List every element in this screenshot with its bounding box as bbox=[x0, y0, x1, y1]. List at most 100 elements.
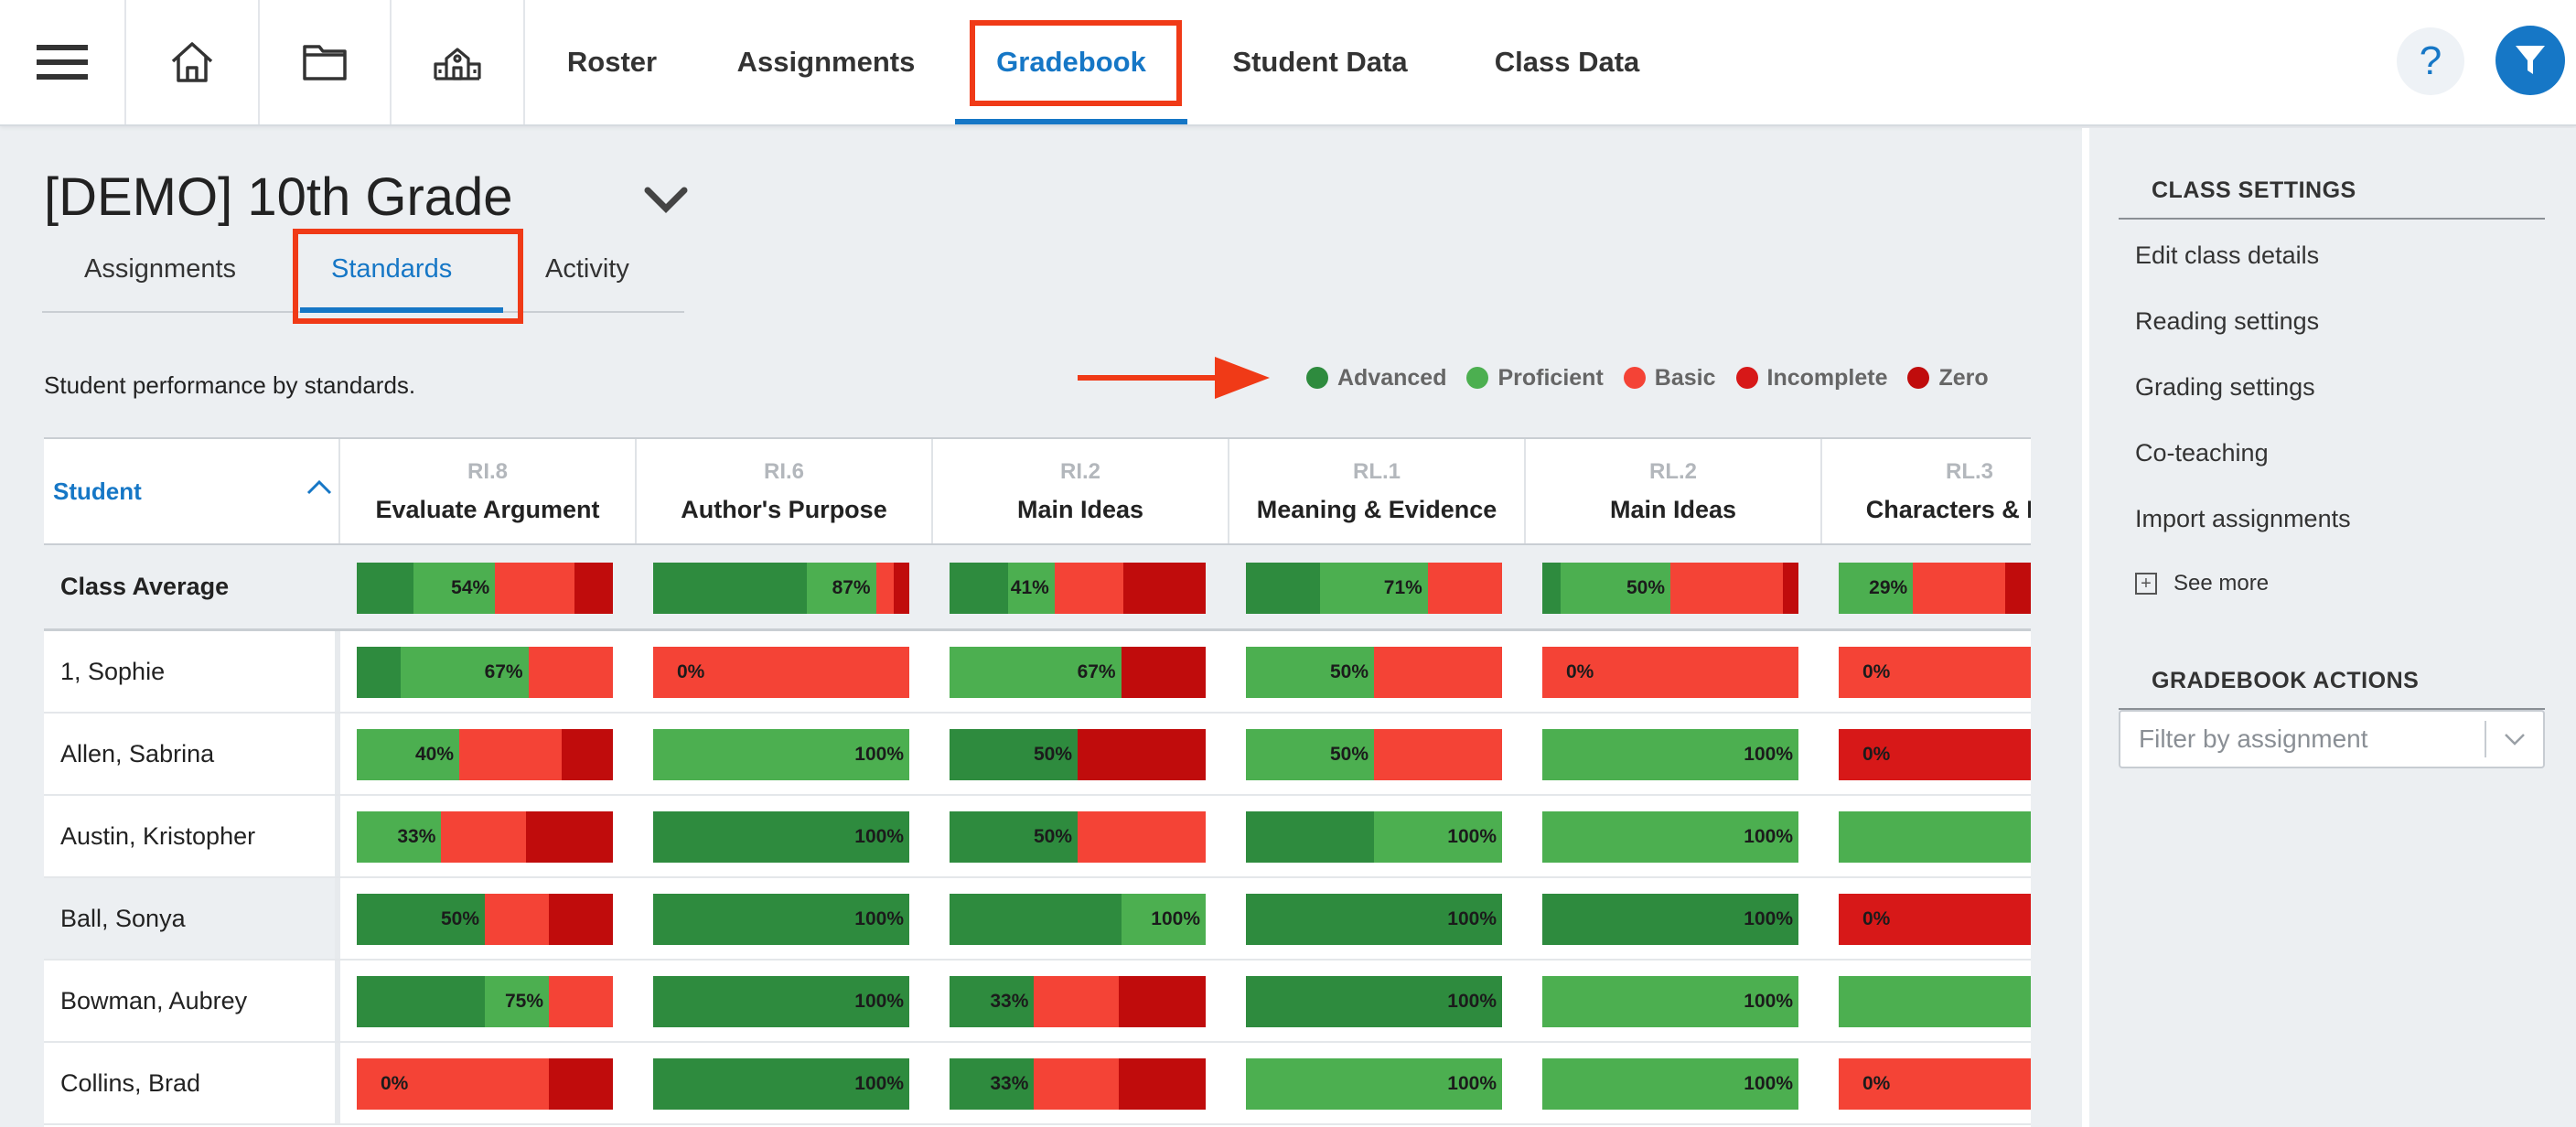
standard-score-bar[interactable]: 100% bbox=[653, 976, 909, 1027]
standard-score-bar[interactable]: 50% bbox=[950, 811, 1206, 863]
standard-score-bar[interactable]: 40% bbox=[357, 729, 613, 780]
co-teaching-link[interactable]: Co-teaching bbox=[2135, 439, 2269, 467]
standard-score-bar[interactable]: 100% bbox=[653, 1058, 909, 1110]
bar-segment-advanced bbox=[950, 729, 1078, 780]
standard-score-bar[interactable]: 29% bbox=[1839, 563, 2031, 614]
menu-button[interactable] bbox=[0, 0, 126, 124]
legend-dot-proficient bbox=[1466, 367, 1489, 389]
chevron-down-icon[interactable] bbox=[2486, 733, 2543, 746]
standard-column-header[interactable]: RL.3 Characters & Plot bbox=[1822, 439, 2031, 543]
standard-score-bar[interactable]: 50% bbox=[1246, 729, 1502, 780]
student-name[interactable]: 1, Sophie bbox=[44, 631, 335, 712]
standard-score-bar[interactable]: 41% bbox=[950, 563, 1206, 614]
bar-segment-advanced bbox=[950, 563, 1009, 614]
standard-score-bar[interactable]: 50% bbox=[950, 729, 1206, 780]
chevron-down-icon[interactable] bbox=[644, 187, 688, 214]
nav-assignments[interactable]: Assignments bbox=[736, 46, 916, 78]
standard-score-bar[interactable]: 33% bbox=[950, 976, 1206, 1027]
reading-settings-link[interactable]: Reading settings bbox=[2135, 307, 2320, 335]
standard-score-bar[interactable]: 33% bbox=[357, 811, 613, 863]
student-name[interactable]: Austin, Kristopher bbox=[44, 796, 335, 876]
see-more-button[interactable]: + See more bbox=[2135, 571, 2269, 596]
edit-class-details-link[interactable]: Edit class details bbox=[2135, 242, 2320, 269]
subtab-activity[interactable]: Activity bbox=[545, 254, 629, 284]
library-button[interactable] bbox=[260, 0, 392, 124]
standard-score-bar[interactable]: 100% bbox=[1542, 1058, 1798, 1110]
standard-score-bar[interactable]: 67% bbox=[357, 647, 613, 698]
standard-score-bar[interactable]: 33% bbox=[950, 1058, 1206, 1110]
class-settings-divider bbox=[2119, 218, 2545, 220]
standard-score-bar[interactable]: 75% bbox=[357, 976, 613, 1027]
filter-by-assignment-select[interactable]: Filter by assignment bbox=[2119, 710, 2545, 768]
import-assignments-link[interactable]: Import assignments bbox=[2135, 505, 2351, 532]
score-percent: 50% bbox=[1033, 744, 1072, 765]
standard-score-bar[interactable]: 50% bbox=[1542, 563, 1798, 614]
standard-score-bar[interactable]: 100% bbox=[653, 894, 909, 945]
subtab-assignments[interactable]: Assignments bbox=[84, 254, 237, 284]
standard-column-header[interactable]: RL.1 Meaning & Evidence bbox=[1229, 439, 1526, 543]
standard-score-bar[interactable] bbox=[1839, 976, 2031, 1027]
student-name[interactable]: Bowman, Aubrey bbox=[44, 961, 335, 1041]
bar-segment-advanced bbox=[1542, 563, 1561, 614]
standard-column-header[interactable]: RI.8 Evaluate Argument bbox=[340, 439, 637, 543]
standard-score-bar[interactable]: 50% bbox=[1246, 647, 1502, 698]
bar-segment-basic bbox=[1034, 1058, 1119, 1110]
standard-score-bar[interactable]: 0% bbox=[1839, 729, 2031, 780]
standard-score-bar[interactable]: 0% bbox=[653, 647, 909, 698]
standard-column-header[interactable]: RI.6 Author's Purpose bbox=[637, 439, 933, 543]
standard-score-bar[interactable]: 67% bbox=[950, 647, 1206, 698]
school-button[interactable] bbox=[392, 0, 525, 124]
standard-score-bar[interactable]: 100% bbox=[1542, 894, 1798, 945]
standard-score-bar[interactable]: 100% bbox=[1246, 1058, 1502, 1110]
row-divider bbox=[335, 961, 340, 1041]
nav-roster[interactable]: Roster bbox=[566, 46, 658, 78]
standard-score-bar[interactable]: 100% bbox=[1542, 976, 1798, 1027]
standard-score-bar[interactable]: 100% bbox=[1542, 811, 1798, 863]
standard-score-bar[interactable]: 0% bbox=[1839, 647, 2031, 698]
sort-ascending-icon[interactable] bbox=[306, 479, 333, 496]
standard-column-header[interactable]: RL.2 Main Ideas bbox=[1526, 439, 1822, 543]
standard-score-bar[interactable]: 0% bbox=[1542, 647, 1798, 698]
standard-score-bar[interactable]: 100% bbox=[1246, 811, 1502, 863]
standard-score-bar[interactable]: 100% bbox=[653, 811, 909, 863]
standard-score-bar[interactable]: 0% bbox=[1839, 1058, 2031, 1110]
score-percent: 100% bbox=[854, 826, 904, 847]
standard-score-bar[interactable]: 87% bbox=[653, 563, 909, 614]
nav-gradebook[interactable]: Gradebook bbox=[996, 46, 1146, 78]
score-percent: 100% bbox=[1447, 1073, 1497, 1094]
standard-score-bar[interactable]: 100% bbox=[653, 729, 909, 780]
standards-caption: Student performance by standards. bbox=[44, 371, 416, 399]
student-name[interactable]: Collins, Brad bbox=[44, 1043, 335, 1123]
student-name[interactable]: Ball, Sonya bbox=[44, 878, 335, 959]
bar-segment-basic bbox=[1839, 647, 2031, 698]
score-percent: 100% bbox=[1744, 826, 1793, 847]
filter-button[interactable] bbox=[2496, 26, 2565, 95]
student-name[interactable]: Allen, Sabrina bbox=[44, 714, 335, 794]
legend-label: Zero bbox=[1938, 364, 1989, 391]
standard-score-bar[interactable]: 50% bbox=[357, 894, 613, 945]
standard-score-bar[interactable]: 100% bbox=[1542, 729, 1798, 780]
standard-score-bar[interactable] bbox=[1839, 811, 2031, 863]
bar-segment-advanced bbox=[950, 894, 1122, 945]
standard-score-bar[interactable]: 100% bbox=[1246, 894, 1502, 945]
legend-item-incomplete: Incomplete bbox=[1735, 365, 1887, 392]
standard-column-header[interactable]: RI.2 Main Ideas bbox=[933, 439, 1229, 543]
nav-student-data[interactable]: Student Data bbox=[1232, 46, 1408, 78]
student-column-header[interactable]: Student bbox=[44, 439, 340, 543]
help-button[interactable]: ? bbox=[2397, 27, 2464, 95]
standard-score-bar[interactable]: 100% bbox=[1246, 976, 1502, 1027]
standard-score-bar[interactable]: 0% bbox=[357, 1058, 613, 1110]
bar-segment-basic bbox=[1542, 647, 1798, 698]
nav-class-data[interactable]: Class Data bbox=[1494, 46, 1640, 78]
standard-score-bar[interactable]: 54% bbox=[357, 563, 613, 614]
grading-settings-link[interactable]: Grading settings bbox=[2135, 373, 2315, 401]
score-percent: 100% bbox=[854, 908, 904, 929]
standard-score-bar[interactable]: 71% bbox=[1246, 563, 1502, 614]
bar-segment-proficient bbox=[485, 976, 549, 1027]
standard-score-bar[interactable]: 100% bbox=[950, 894, 1206, 945]
bar-segment-advanced bbox=[357, 894, 485, 945]
standard-score-bar[interactable]: 0% bbox=[1839, 894, 2031, 945]
bar-segment-advanced bbox=[950, 811, 1078, 863]
home-button[interactable] bbox=[126, 0, 260, 124]
subtab-standards[interactable]: Standards bbox=[331, 254, 453, 284]
